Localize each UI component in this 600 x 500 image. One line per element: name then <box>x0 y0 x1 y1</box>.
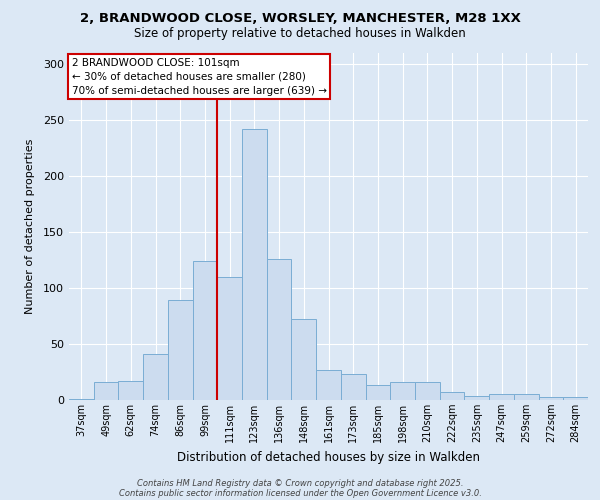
Bar <box>143 354 168 400</box>
Bar <box>94 382 118 400</box>
X-axis label: Distribution of detached houses by size in Walkden: Distribution of detached houses by size … <box>177 450 480 464</box>
Bar <box>341 374 365 400</box>
Text: 2 BRANDWOOD CLOSE: 101sqm
← 30% of detached houses are smaller (280)
70% of semi: 2 BRANDWOOD CLOSE: 101sqm ← 30% of detac… <box>71 58 326 96</box>
Bar <box>390 382 415 400</box>
Bar <box>415 382 440 400</box>
Bar <box>267 259 292 400</box>
Text: Contains HM Land Registry data © Crown copyright and database right 2025.: Contains HM Land Registry data © Crown c… <box>137 478 463 488</box>
Bar <box>365 386 390 400</box>
Bar <box>464 396 489 400</box>
Text: 2, BRANDWOOD CLOSE, WORSLEY, MANCHESTER, M28 1XX: 2, BRANDWOOD CLOSE, WORSLEY, MANCHESTER,… <box>80 12 520 26</box>
Bar <box>316 370 341 400</box>
Bar <box>563 396 588 400</box>
Text: Contains public sector information licensed under the Open Government Licence v3: Contains public sector information licen… <box>119 488 481 498</box>
Y-axis label: Number of detached properties: Number of detached properties <box>25 138 35 314</box>
Bar <box>217 276 242 400</box>
Bar <box>69 399 94 400</box>
Bar <box>514 394 539 400</box>
Bar <box>242 128 267 400</box>
Bar <box>292 320 316 400</box>
Bar <box>539 396 563 400</box>
Bar <box>193 261 217 400</box>
Bar <box>440 392 464 400</box>
Bar <box>489 394 514 400</box>
Text: Size of property relative to detached houses in Walkden: Size of property relative to detached ho… <box>134 28 466 40</box>
Bar <box>118 381 143 400</box>
Bar <box>168 300 193 400</box>
